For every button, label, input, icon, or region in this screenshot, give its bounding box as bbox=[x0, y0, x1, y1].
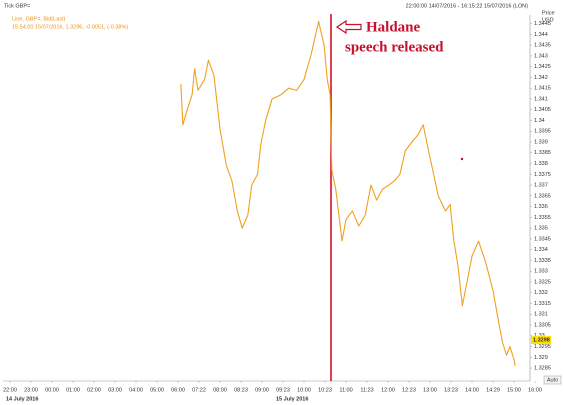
x-tick-label: 10:00 bbox=[297, 387, 311, 393]
annotation-arrow bbox=[335, 19, 362, 35]
date-label: 15 July 2016 bbox=[276, 396, 308, 402]
y-tick-label: 1.3435 bbox=[534, 43, 551, 49]
y-axis-label: Price bbox=[542, 10, 555, 16]
y-tick-label: 1.3345 bbox=[534, 236, 551, 242]
x-tick-label: 08:23 bbox=[234, 387, 248, 393]
y-tick-label: 1.339 bbox=[534, 139, 548, 145]
x-tick-label: 07:22 bbox=[192, 387, 206, 393]
x-tick-label: 04:00 bbox=[129, 387, 143, 393]
y-tick-label: 1.3295 bbox=[534, 344, 551, 350]
y-tick-label: 1.331 bbox=[534, 312, 548, 318]
x-tick-label: 05:00 bbox=[150, 387, 164, 393]
marker-dot bbox=[460, 157, 464, 161]
y-axis-unit: USD bbox=[542, 17, 554, 23]
y-tick-label: 1.334 bbox=[534, 247, 548, 253]
y-tick-label: 1.329 bbox=[534, 355, 548, 361]
annotation: Haldane bbox=[366, 19, 421, 35]
y-tick-label: 1.343 bbox=[534, 53, 548, 59]
x-tick-label: 11:00 bbox=[339, 387, 352, 393]
x-tick-label: 11:23 bbox=[360, 387, 373, 393]
x-tick-label: 16:00 bbox=[528, 387, 542, 393]
price-line bbox=[180, 20, 516, 367]
y-tick-label: 1.3285 bbox=[534, 366, 551, 372]
x-tick-label: 00:00 bbox=[45, 387, 59, 393]
scale-mode-button[interactable] bbox=[543, 375, 562, 385]
y-tick-label: 1.337 bbox=[534, 183, 548, 189]
x-tick-label: 14:00 bbox=[465, 387, 479, 393]
y-tick-label: 1.3405 bbox=[534, 107, 551, 113]
x-tick-label: 23:00 bbox=[24, 387, 38, 393]
y-tick-label: 1.3325 bbox=[534, 279, 551, 285]
legend-detail: 15:54:00 15/07/2016, 1.3296, -0.0051, (-… bbox=[12, 24, 128, 30]
y-tick-label: 1.3395 bbox=[534, 129, 551, 135]
x-tick-label: 10:23 bbox=[318, 387, 332, 393]
y-tick-label: 1.336 bbox=[534, 204, 548, 210]
y-tick-label: 1.34 bbox=[534, 118, 545, 124]
y-tick-label: 1.3335 bbox=[534, 258, 551, 264]
x-tick-label: 22:00 bbox=[3, 387, 17, 393]
x-tick-label: 15:00 bbox=[507, 387, 521, 393]
chart-title: Tick GBP= bbox=[4, 3, 30, 9]
legend-entry: Line, GBP=, Bid(Last) bbox=[12, 16, 66, 22]
y-tick-label: 1.3365 bbox=[534, 193, 551, 199]
x-tick-label: 13:00 bbox=[423, 387, 437, 393]
x-tick-label: 03:00 bbox=[108, 387, 122, 393]
y-tick-label: 1.335 bbox=[534, 226, 548, 232]
y-tick-label: 1.3445 bbox=[534, 21, 551, 27]
y-tick-label: 1.3385 bbox=[534, 150, 551, 156]
y-tick-label: 1.3425 bbox=[534, 64, 551, 70]
x-tick-label: 09:00 bbox=[255, 387, 269, 393]
x-tick-label: 14:29 bbox=[486, 387, 500, 393]
y-tick-label: 1.3305 bbox=[534, 322, 551, 328]
y-tick-label: 1.332 bbox=[534, 290, 548, 296]
y-tick-label: 1.3415 bbox=[534, 86, 551, 92]
y-tick-label: 1.3315 bbox=[534, 301, 551, 307]
x-tick-label: 12:23 bbox=[402, 387, 416, 393]
y-tick-label: 1.338 bbox=[534, 161, 548, 167]
chart-subtitle: 22:00:00 14/07/2016 - 16:15:22 15/07/201… bbox=[406, 3, 528, 9]
x-tick-label: 01:00 bbox=[66, 387, 80, 393]
annotation: speech released bbox=[345, 39, 444, 55]
date-label: 14 July 2016 bbox=[6, 396, 38, 402]
scale-mode-label[interactable]: Auto bbox=[547, 377, 558, 383]
x-tick-label: 12:00 bbox=[381, 387, 395, 393]
x-tick-label: 08:00 bbox=[213, 387, 227, 393]
y-tick-label: 1.341 bbox=[534, 96, 548, 102]
x-tick-label: 06:00 bbox=[171, 387, 185, 393]
last-value-label: 1.3298 bbox=[533, 338, 550, 344]
y-tick-label: 1.342 bbox=[534, 75, 548, 81]
x-tick-label: 09:23 bbox=[276, 387, 290, 393]
y-tick-label: 1.3355 bbox=[534, 215, 551, 221]
last-value-box bbox=[531, 336, 551, 345]
x-tick-label: 02:00 bbox=[87, 387, 101, 393]
y-tick-label: 1.333 bbox=[534, 269, 548, 275]
x-tick-label: 13:23 bbox=[444, 387, 458, 393]
y-tick-label: 1.3375 bbox=[534, 172, 551, 178]
y-tick-label: 1.344 bbox=[534, 32, 548, 38]
